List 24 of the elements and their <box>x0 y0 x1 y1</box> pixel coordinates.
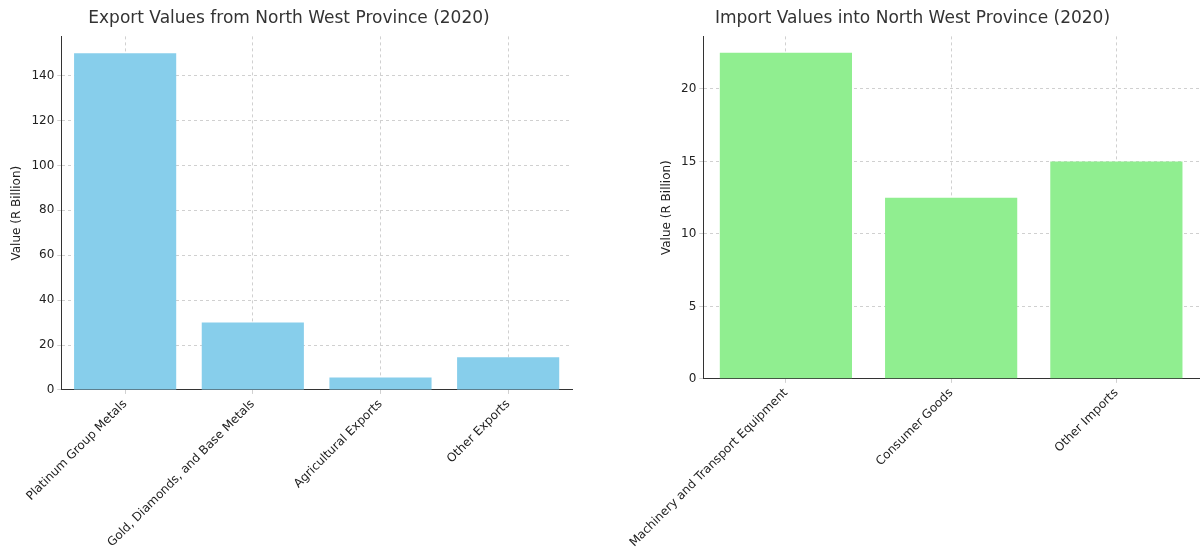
bar <box>74 53 177 390</box>
bar <box>457 357 560 390</box>
bar <box>1050 161 1183 379</box>
y-tick-label: 20 <box>681 81 697 96</box>
y-axis-title: Value (R Billion) <box>658 160 673 256</box>
y-axis-title: Value (R Billion) <box>9 165 24 261</box>
y-tick-label: 80 <box>39 202 55 217</box>
y-tick-label: 15 <box>681 153 697 168</box>
chart-title: Export Values from North West Province (2020) <box>88 6 490 27</box>
y-tick-label: 0 <box>46 382 55 397</box>
y-tick-label: 20 <box>39 337 55 352</box>
y-tick-label: 120 <box>31 112 55 127</box>
y-tick-label: 0 <box>688 370 697 385</box>
y-tick-label: 140 <box>31 67 55 82</box>
y-tick-label: 40 <box>39 292 55 307</box>
bar <box>719 52 852 379</box>
bar <box>885 197 1018 379</box>
y-tick-label: 100 <box>31 157 55 172</box>
bar <box>329 377 432 390</box>
y-tick-label: 5 <box>688 298 697 313</box>
chart-title: Import Values into North West Province (2020) <box>714 6 1111 27</box>
y-tick-label: 10 <box>681 226 697 241</box>
y-tick-label: 60 <box>39 247 55 262</box>
bar <box>201 322 304 390</box>
